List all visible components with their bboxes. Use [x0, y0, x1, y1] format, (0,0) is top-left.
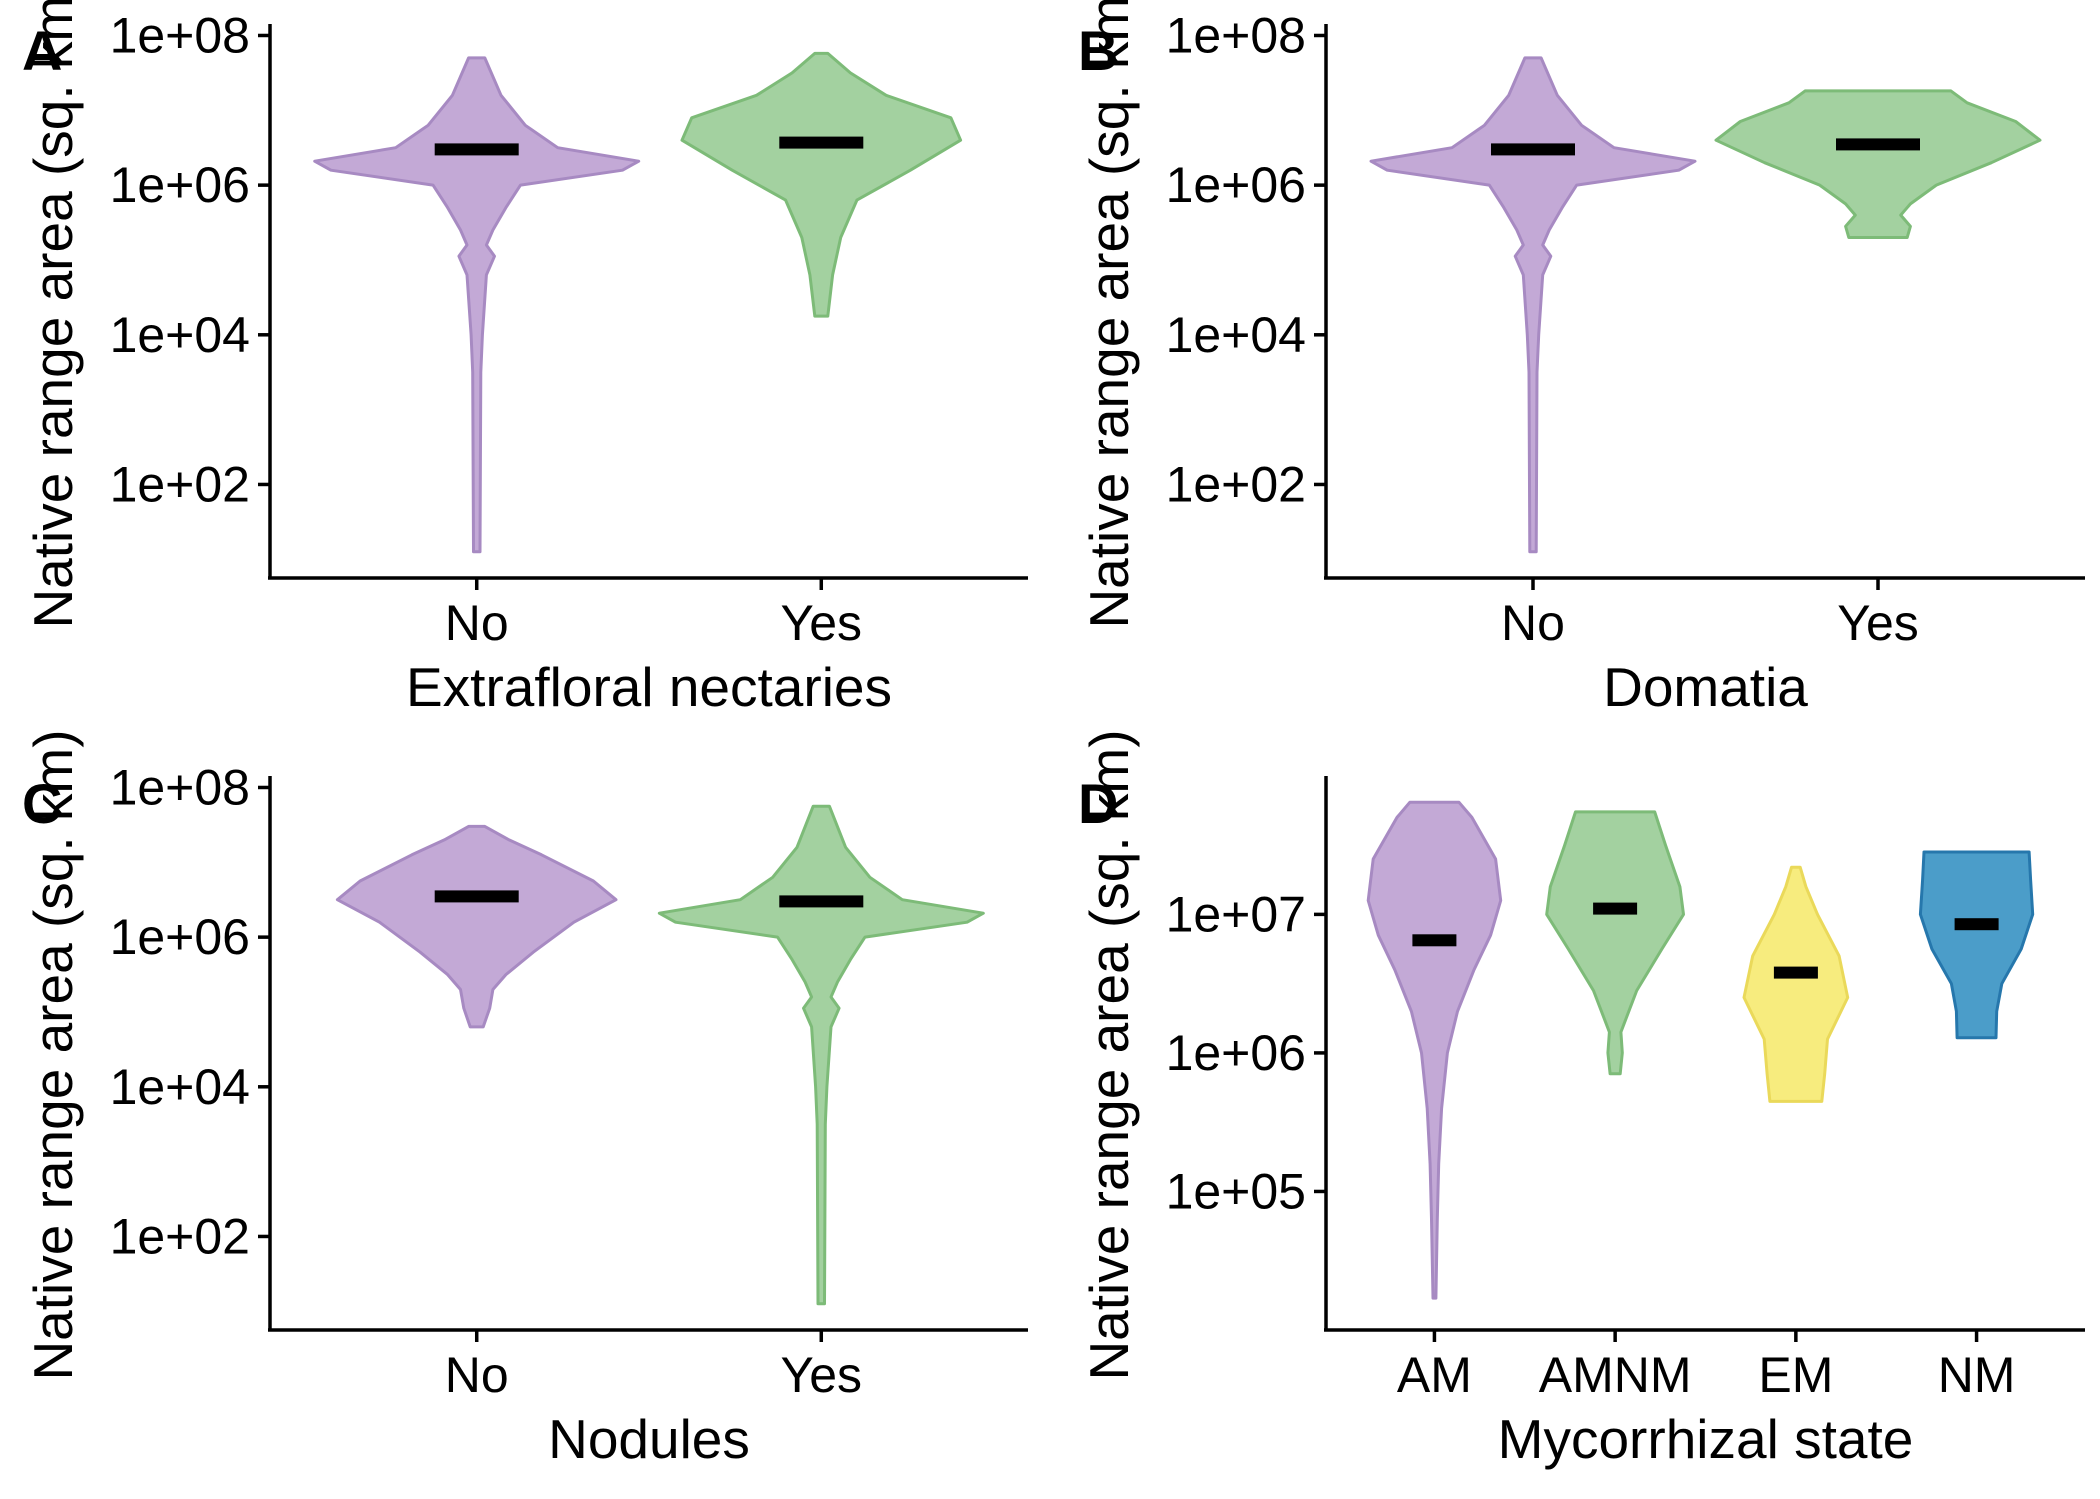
- y-tick-label: 1e+02: [1166, 456, 1306, 512]
- median-bar-b-yes: [1836, 138, 1920, 151]
- violin-d-nm: [1918, 850, 2035, 1040]
- median-bar-a-no: [434, 143, 519, 156]
- y-axis-title: Native range area (sq. km): [22, 0, 84, 629]
- panel-tag: A: [22, 19, 62, 82]
- x-tick-label: Yes: [1837, 595, 1919, 651]
- median-bar-d-em: [1773, 966, 1818, 979]
- x-tick-label: Yes: [780, 595, 862, 651]
- y-tick-label: 1e+04: [1166, 307, 1306, 363]
- panel-c: 1e+02 1e+04 1e+06 1e+08 No Yes Nodules Native r…: [22, 729, 1028, 1470]
- median-bar-b-no: [1491, 143, 1575, 156]
- x-tick-label: AM: [1397, 1347, 1472, 1403]
- y-tick-label: 1e+06: [110, 157, 250, 213]
- y-tick-label: 1e+07: [1166, 886, 1306, 942]
- y-tick-label: 1e+05: [1166, 1163, 1306, 1219]
- y-axis-title: Native range area (sq. km): [1078, 0, 1140, 629]
- x-tick-label: AMNM: [1539, 1347, 1692, 1403]
- violin-c-yes: [657, 804, 985, 1306]
- y-axis-title: Native range area (sq. km): [1078, 729, 1140, 1380]
- x-tick-label: No: [1501, 595, 1565, 651]
- x-tick-label: EM: [1758, 1347, 1833, 1403]
- violin-d-amnm: [1545, 810, 1685, 1076]
- y-tick-label: 1e+04: [110, 307, 250, 363]
- x-tick-label: No: [445, 595, 509, 651]
- y-axis-title: Native range area (sq. km): [22, 729, 84, 1380]
- x-axis-title: Nodules: [548, 1408, 750, 1470]
- x-axis-title: Mycorrhizal state: [1498, 1408, 1914, 1470]
- y-tick-label: 1e+02: [110, 1208, 250, 1264]
- x-tick-label: NM: [1938, 1347, 2016, 1403]
- y-tick-label: 1e+08: [1166, 7, 1306, 63]
- y-tick-label: 1e+06: [1166, 157, 1306, 213]
- x-tick-label: Yes: [780, 1347, 862, 1403]
- median-bar-c-no: [434, 890, 519, 903]
- median-bar-c-yes: [779, 895, 864, 908]
- violin-a-no: [313, 56, 641, 554]
- y-tick-label: 1e+08: [110, 759, 250, 815]
- violin-b-no: [1369, 56, 1697, 554]
- median-bar-d-amnm: [1593, 902, 1638, 915]
- median-bar-a-yes: [779, 136, 864, 149]
- median-bar-d-am: [1412, 934, 1457, 947]
- x-tick-label: No: [445, 1347, 509, 1403]
- y-tick-label: 1e+04: [110, 1059, 250, 1115]
- y-tick-label: 1e+06: [1166, 1025, 1306, 1081]
- panel-tag: C: [22, 772, 62, 835]
- violin-d-em: [1742, 865, 1850, 1103]
- violin-d-am: [1366, 800, 1503, 1300]
- y-tick-label: 1e+08: [110, 7, 250, 63]
- median-bar-d-nm: [1954, 918, 1999, 931]
- panel-d: 1e+05 1e+06 1e+07 AM AMNM EM NM Mycorrhizal sta…: [1078, 729, 2085, 1470]
- panel-b: 1e+02 1e+04 1e+06 1e+08 No Yes Domatia Native r…: [1078, 0, 2085, 718]
- violin-b-yes: [1714, 89, 2042, 239]
- panel-tag: D: [1078, 772, 1118, 835]
- violin-c-no: [335, 824, 618, 1029]
- panel-tag: B: [1078, 19, 1118, 82]
- y-tick-label: 1e+06: [110, 909, 250, 965]
- violin-a-yes: [680, 51, 963, 318]
- y-tick-label: 1e+02: [110, 456, 250, 512]
- x-axis-title: Extrafloral nectaries: [406, 656, 892, 718]
- x-axis-title: Domatia: [1603, 656, 1808, 718]
